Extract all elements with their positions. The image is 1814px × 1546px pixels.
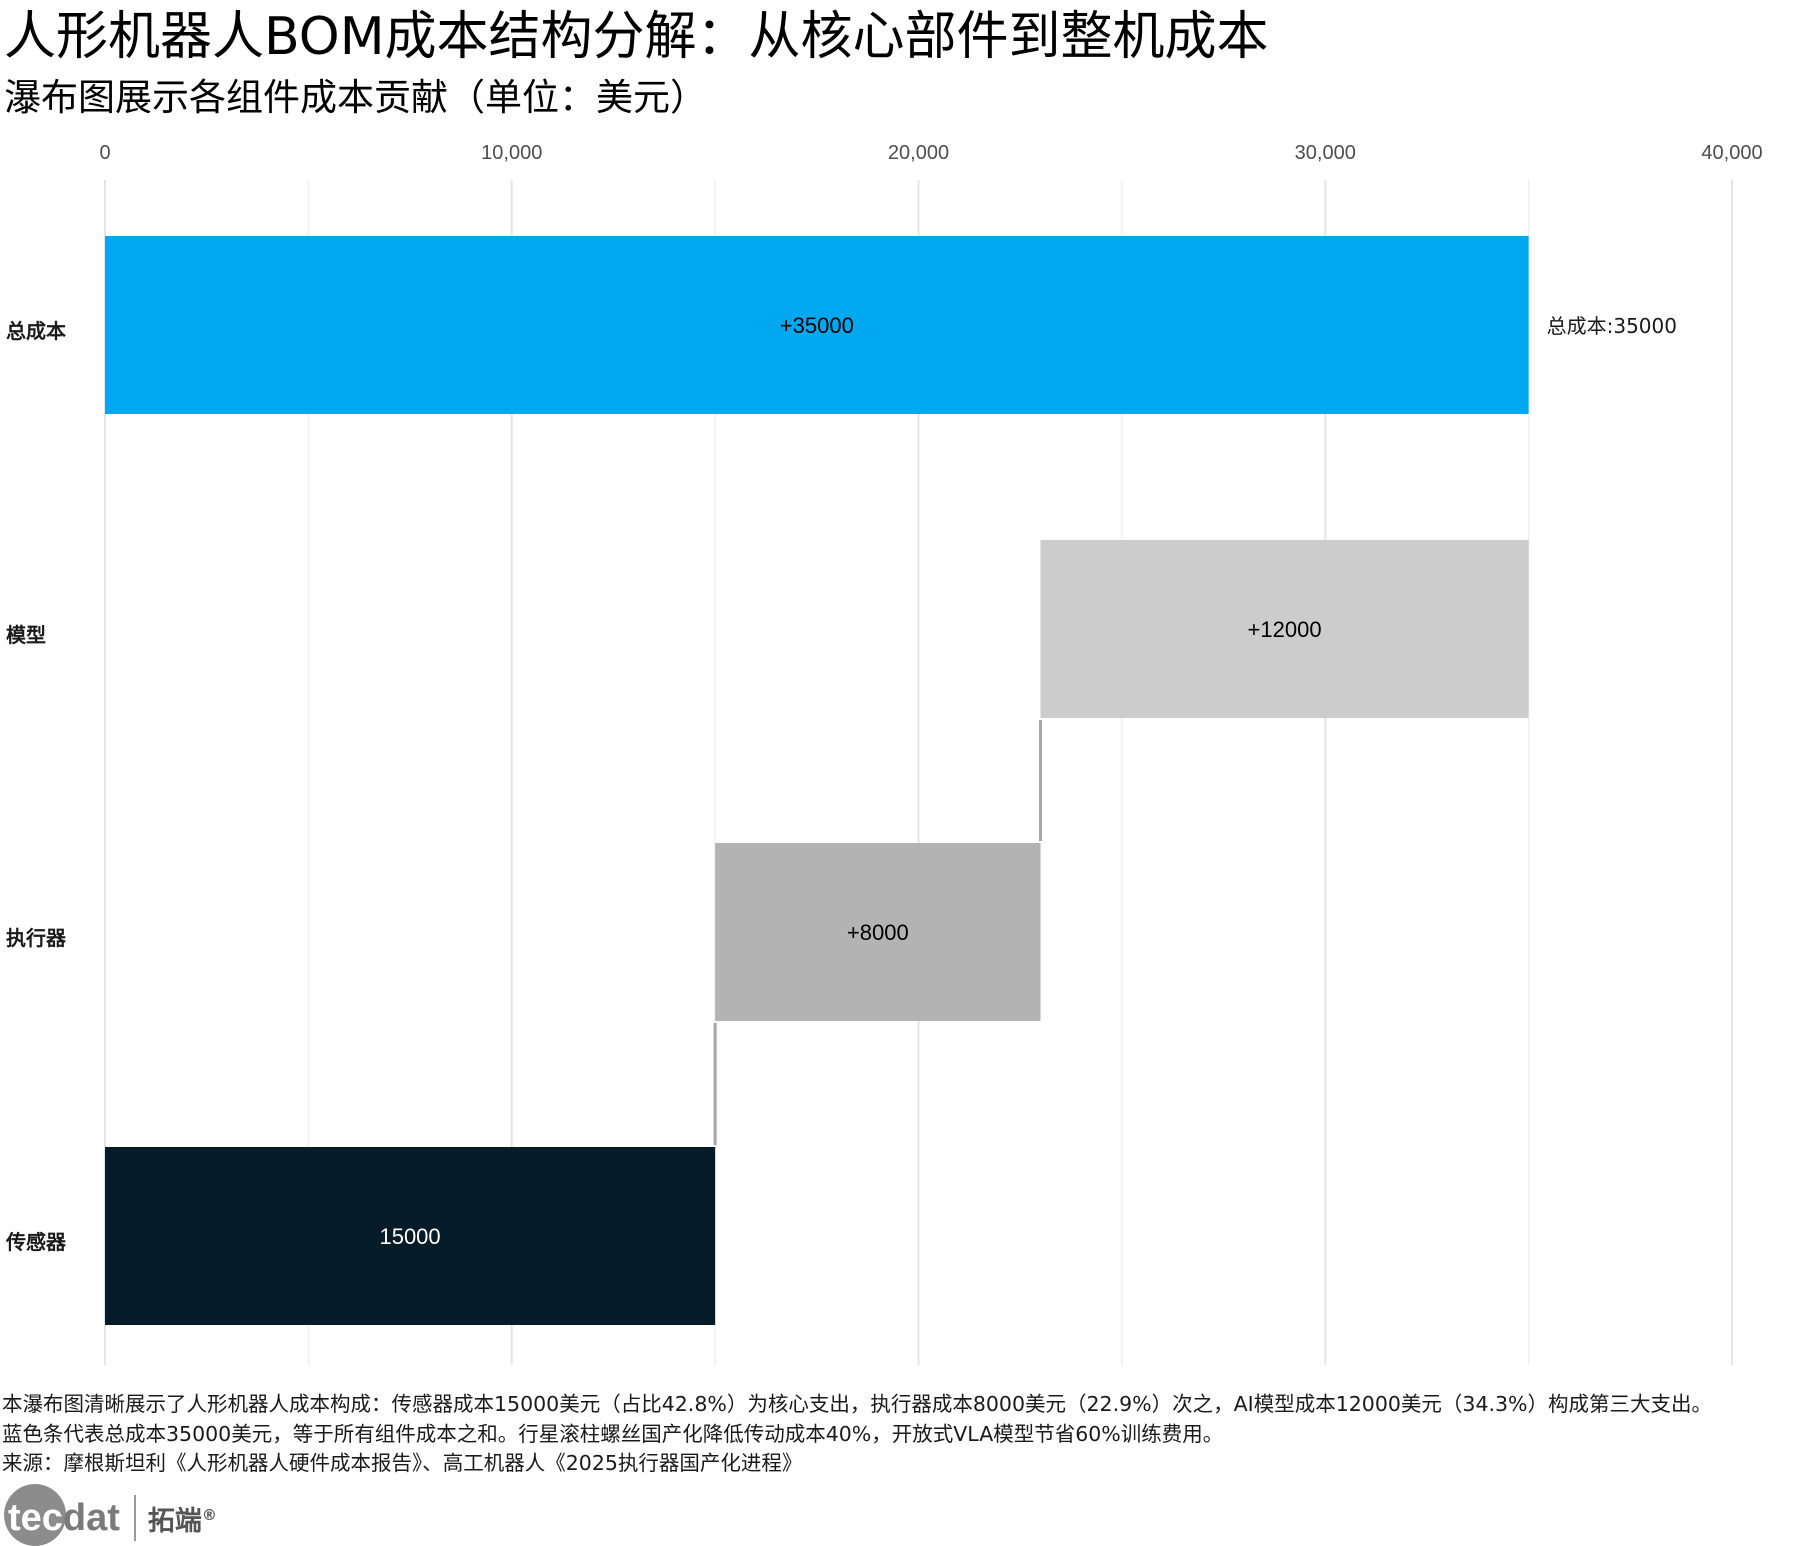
logo-text-cn: 拓端 (147, 1505, 202, 1537)
x-axis-tick-labels: 0 10,000 20,000 30,000 40,000 (99, 142, 1762, 164)
waterfall-connectors (713, 720, 1043, 1145)
waterfall-chart: 0 10,000 20,000 30,000 40,000 15000 +8000 +120… (5, 142, 1763, 1365)
chart-caption: 本瀑布图清晰展示了人形机器人成本构成：传感器成本15000美元（占比42.8%）… (2, 1390, 1712, 1479)
caption-line-1: 本瀑布图清晰展示了人形机器人成本构成：传感器成本15000美元（占比42.8%）… (2, 1392, 1713, 1416)
x-tick-label: 0 (99, 142, 110, 164)
logo-text-dat: dat (62, 1496, 120, 1539)
category-label: 总成本 (6, 319, 66, 343)
total-note-label: 总成本:35000 (1547, 314, 1677, 338)
chart-subtitle: 瀑布图展示各组件成本贡献（单位：美元） (4, 76, 707, 119)
category-label: 模型 (6, 623, 46, 647)
bar-总成本 (105, 236, 1529, 414)
chart-title: 人形机器人BOM成本结构分解：从核心部件到整机成本 (4, 7, 1269, 67)
bar-value-label: +12000 (1248, 617, 1322, 642)
bar-传感器 (105, 1147, 716, 1325)
bar-执行器 (715, 843, 1041, 1021)
caption-source: 来源：摩根斯坦利《人形机器人硬件成本报告》、高工机器人《2025执行器国产化进程… (2, 1451, 803, 1475)
logo-separator (133, 1495, 136, 1541)
total-annotations: 总成本:35000 (1547, 314, 1677, 338)
x-tick-label: 10,000 (481, 142, 542, 164)
bar-value-label: +8000 (847, 920, 909, 945)
category-label: 执行器 (6, 926, 67, 950)
x-tick-label: 30,000 (1295, 142, 1356, 164)
logo-circle-icon (4, 1484, 66, 1546)
category-label: 传感器 (5, 1230, 67, 1254)
bar-value-labels: 15000 +8000 +12000 +35000 (379, 313, 1321, 1249)
brand-logo: tecdat 拓端® (4, 1484, 217, 1546)
y-axis-category-labels: 传感器 执行器 模型 总成本 (5, 319, 67, 1254)
x-tick-label: 20,000 (888, 142, 949, 164)
bar-value-label: +35000 (780, 313, 854, 338)
logo-text-tec: tec (8, 1496, 63, 1539)
caption-line-2: 蓝色条代表总成本35000美元，等于所有组件成本之和。行星滚柱螺丝国产化降低传动… (2, 1421, 1224, 1446)
bar-模型 (1040, 540, 1529, 718)
bar-value-label: 15000 (379, 1224, 440, 1249)
x-tick-label: 40,000 (1701, 142, 1762, 164)
registered-mark: ® (201, 1505, 217, 1524)
waterfall-bars (105, 236, 1529, 1325)
